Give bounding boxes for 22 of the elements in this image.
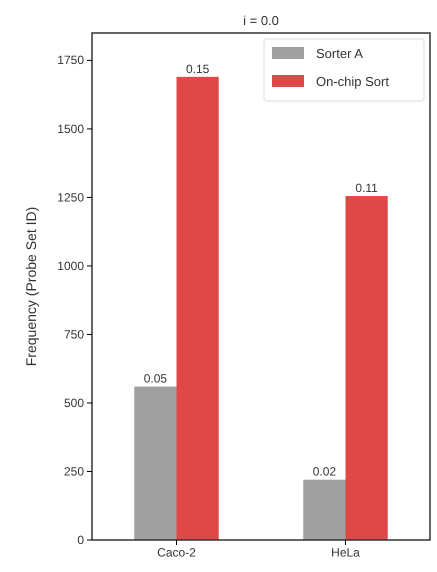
- y-tick-label: 500: [64, 396, 84, 410]
- y-tick-label: 250: [64, 464, 84, 478]
- chart-title: i = 0.0: [243, 13, 279, 28]
- y-tick-label: 1750: [57, 53, 84, 68]
- x-tick-label: HeLa: [331, 546, 360, 560]
- y-tick-label: 0: [77, 532, 84, 547]
- bar: [176, 76, 219, 540]
- annotation: 0.02: [312, 464, 336, 479]
- y-tick-label: 750: [64, 327, 84, 342]
- y-tick-label: 1500: [57, 122, 84, 136]
- y-tick-label: 1000: [57, 258, 84, 273]
- annotation: 0.05: [144, 372, 168, 386]
- legend-label: Sorter A: [316, 46, 364, 61]
- annotation: 0.11: [355, 181, 378, 196]
- bar: [134, 386, 176, 540]
- x-tick-label: Caco-2: [157, 546, 196, 560]
- legend-label: On-chip Sort: [316, 74, 390, 89]
- y-tick-label: 1250: [57, 190, 84, 204]
- bar: [303, 480, 346, 540]
- bar: [346, 196, 388, 540]
- y-axis-title: Frequency (Probe Set ID): [23, 206, 39, 366]
- annotation: 0.15: [186, 62, 210, 76]
